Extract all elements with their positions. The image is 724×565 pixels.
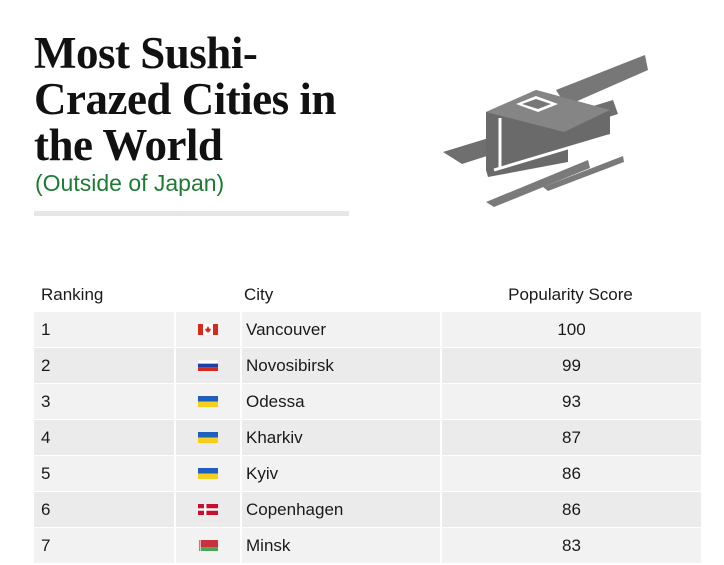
ukraine-flag-icon [198,432,218,443]
score-cell: 86 [440,492,701,527]
city-cell: Vancouver [240,312,440,347]
city-cell: Kyiv [240,456,440,491]
rank-cell: 2 [34,348,174,383]
table-row: 6 Copenhagen 86 [34,492,701,528]
table-body: 1 Vancouver 100 2 Novosibirsk 99 3 Odessa 93 4 Kha… [34,312,701,564]
header-popularity-score: Popularity Score [508,285,633,304]
city-cell: Odessa [240,384,440,419]
page-title: Most Sushi-Crazed Cities in the World [34,28,336,170]
canada-flag-icon [198,324,218,335]
city-cell: Kharkiv [240,420,440,455]
flag-cell [174,420,240,455]
flag-cell [174,384,240,419]
score-cell: 99 [440,348,701,383]
ukraine-flag-icon [198,468,218,479]
score-cell: 100 [440,312,701,347]
table-row: 4 Kharkiv 87 [34,420,701,456]
table-header-row: Ranking City Popularity Score [34,278,701,312]
score-cell: 93 [440,384,701,419]
flag-cell [174,456,240,491]
rank-cell: 5 [34,456,174,491]
rank-cell: 1 [34,312,174,347]
ukraine-flag-icon [198,396,218,407]
rank-cell: 7 [34,528,174,563]
rank-cell: 4 [34,420,174,455]
rank-cell: 6 [34,492,174,527]
city-cell: Minsk [240,528,440,563]
belarus-flag-icon [198,540,218,551]
russia-flag-icon [198,360,218,371]
city-cell: Copenhagen [240,492,440,527]
header-flag [174,278,240,312]
table-row: 3 Odessa 93 [34,384,701,420]
score-cell: 83 [440,528,701,563]
city-cell: Novosibirsk [240,348,440,383]
flag-cell [174,312,240,347]
denmark-flag-icon [198,504,218,515]
flag-cell [174,492,240,527]
page-subtitle: (Outside of Japan) [35,170,225,196]
header-ranking: Ranking [41,285,104,304]
rankings-table: Ranking City Popularity Score 1 Vancouver… [34,278,701,564]
score-cell: 87 [440,420,701,455]
score-cell: 86 [440,456,701,491]
title-divider [34,211,349,216]
table-row: 5 Kyiv 86 [34,456,701,492]
sushi-roll-with-chopsticks-icon [443,55,648,207]
table-row: 1 Vancouver 100 [34,312,701,348]
table-row: 7 Minsk 83 [34,528,701,564]
flag-cell [174,348,240,383]
table-row: 2 Novosibirsk 99 [34,348,701,384]
header-city: City [244,285,274,304]
flag-cell [174,528,240,563]
rank-cell: 3 [34,384,174,419]
